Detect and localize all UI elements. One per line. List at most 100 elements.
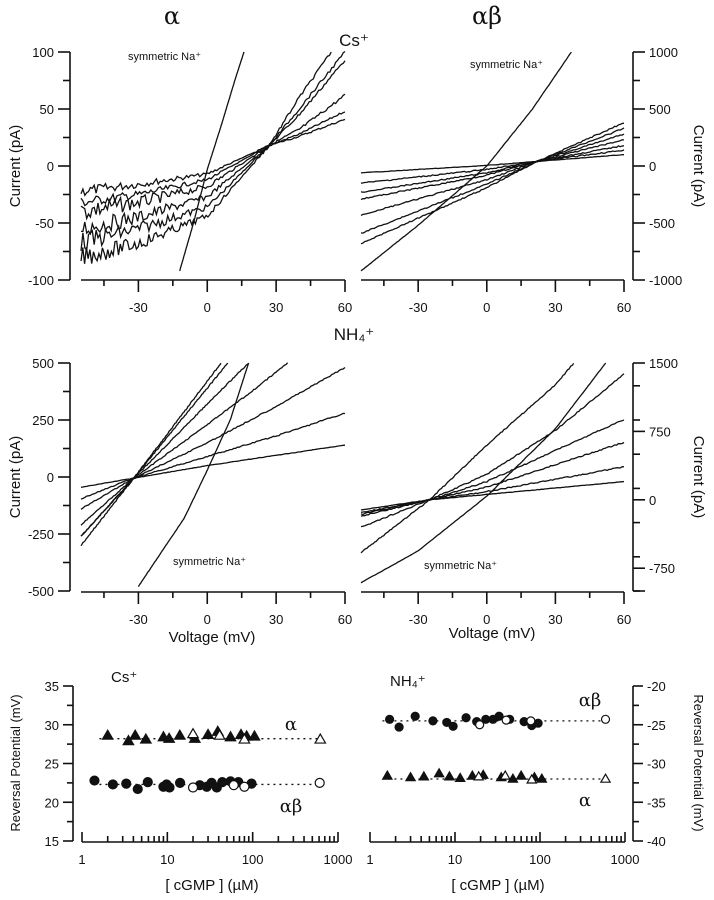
open-triangle-point [499,769,511,780]
x-tick-label: 1 [78,852,85,867]
current-trace [360,127,625,234]
y-tick-label: 750 [649,424,671,439]
current-trace [360,373,625,528]
open-circle-point [228,780,239,791]
y-tick-label: 0 [649,159,656,174]
filled-triangle-point [122,734,135,746]
x-tick-label: -30 [409,300,428,315]
filled-triangle-point [433,767,445,778]
current-trace [360,466,625,514]
filled-circle-point [217,776,228,788]
filled-triangle-point [201,728,215,740]
filled-triangle-point [536,773,548,783]
y-tick-label: -250 [28,527,54,542]
current-trace [80,362,222,547]
row-label-nh4: NH₄⁺ [334,325,374,344]
current-trace [80,362,289,526]
x-tick-label: 60 [617,612,631,627]
x-tick-label: 1000 [611,852,640,867]
x-tick-label: 0 [204,612,211,627]
x-tick-label: 10 [160,852,174,867]
open-circle-point [187,782,199,793]
series-label-alpha: α [285,714,297,735]
x-tick-label: 30 [269,612,283,627]
filled-triangle-point [507,773,519,783]
x-tick-label: 0 [483,300,490,315]
open-circle-point [314,777,325,788]
filled-circle-point [394,722,404,732]
current-trace [80,366,346,510]
x-tick-label: 100 [242,852,264,867]
current-trace [80,412,346,500]
y-tick-label: -25 [647,718,666,733]
current-trace [360,363,575,554]
filled-triangle-point [248,729,261,741]
filled-circle-point [428,716,438,726]
open-circle-point [239,781,250,792]
y-tick-label: 250 [32,413,54,428]
open-triangle-point [473,770,485,781]
open-circle-point [526,716,536,726]
x-tick-label: 30 [548,612,562,627]
row-label-cs: Cs⁺ [339,31,369,50]
x-axis-title: Voltage (mV) [169,629,256,646]
filled-triangle-point [101,729,114,740]
current-trace [80,111,346,207]
symmetric-na-label: symmetric Na⁺ [424,560,497,572]
symmetric-na-label: symmetric Na⁺ [173,556,246,568]
current-trace [80,93,346,221]
y-tick-label: 25 [45,757,59,772]
y-tick-label: 35 [45,679,59,694]
x-tick-label: 30 [269,300,283,315]
x-tick-label: 60 [338,300,352,315]
current-trace [80,362,229,537]
current-trace [360,139,625,201]
x-tick-label: -30 [129,300,148,315]
y-tick-label: -1000 [649,273,682,288]
current-trace [360,419,625,517]
current-trace [360,149,625,184]
filled-circle-point [174,777,186,788]
y-axis-title: Current (pA) [690,125,707,208]
x-axis-title: Voltage (mV) [449,625,536,642]
y-tick-label: -30 [647,757,666,772]
x-tick-label: 1 [366,852,373,867]
x-tick-label: 0 [483,612,490,627]
y-axis-title: Current (pA) [7,436,24,519]
series-label-alphabeta: αβ [579,690,602,711]
current-trace [360,122,625,245]
filled-triangle-point [515,769,527,780]
y-tick-label: 20 [45,795,59,810]
x-tick-label: -30 [129,612,148,627]
filled-triangle-point [162,732,176,743]
open-triangle-point [526,773,538,784]
y-tick-label: 50 [40,102,54,117]
filled-circle-point [410,711,420,721]
y-tick-label: 30 [45,718,59,733]
y-axis-title: Reversal Potential (mV) [8,694,23,831]
current-trace [360,133,625,216]
y-axis-title: Current (pA) [690,436,707,519]
y-tick-label: 0 [649,493,656,508]
filled-triangle-point [418,770,430,781]
open-triangle-point [213,729,226,740]
symmetric-na-trace [360,362,607,584]
current-trace [80,51,332,264]
filled-circle-point [384,714,395,724]
filled-triangle-point [381,769,394,780]
column-header-alphabeta: αβ [472,2,502,30]
current-trace [360,153,625,174]
y-tick-label: 1000 [649,45,678,60]
y-tick-label: -35 [647,795,666,810]
y-tick-label: -500 [649,216,675,231]
open-circle-point [501,715,511,725]
current-trace [80,118,346,197]
y-tick-label: -750 [649,561,675,576]
filled-triangle-point [139,732,153,744]
filled-triangle-point [443,770,456,781]
open-triangle-point [186,727,200,739]
x-tick-label: 60 [617,300,631,315]
x-axis-title: [ cGMP ] (µM) [451,877,544,894]
filled-triangle-point [128,729,142,740]
